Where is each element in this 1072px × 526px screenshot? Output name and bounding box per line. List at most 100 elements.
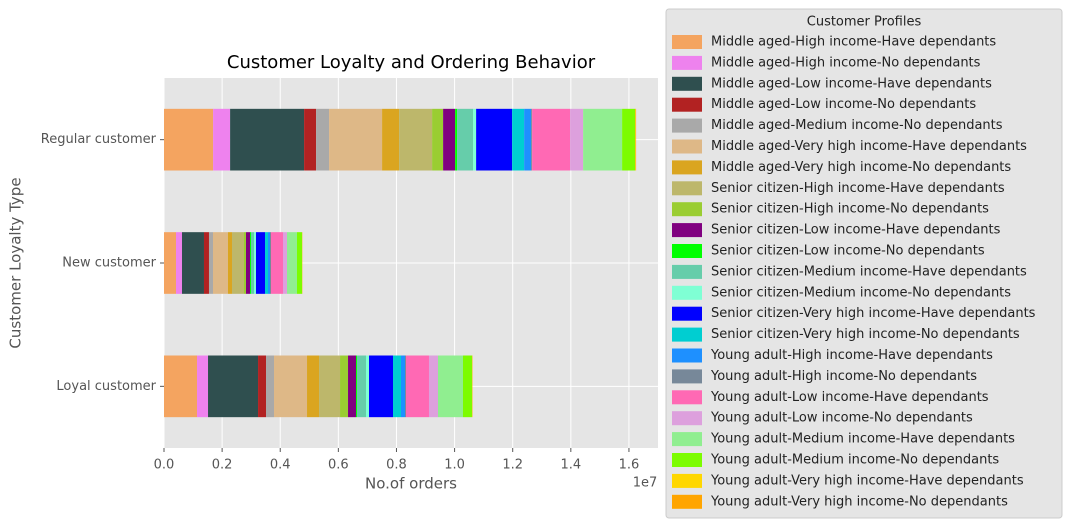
legend-label: Middle aged-Very high income-No dependan…: [711, 160, 1011, 175]
legend-swatch: [672, 369, 702, 384]
x-tick-label: 0.0: [154, 458, 175, 473]
bar-segment: [462, 355, 472, 418]
legend-label: Middle aged-Low income-Have dependants: [711, 76, 992, 91]
legend-swatch: [672, 97, 702, 112]
x-tick-label: 0.8: [386, 458, 407, 473]
bar-segment: [164, 232, 177, 294]
legend-label: Young adult-Low income-Have dependants: [710, 390, 989, 405]
legend-label: Senior citizen-Medium income-Have depend…: [711, 264, 1027, 279]
bar-segment: [316, 108, 330, 171]
legend-swatch: [672, 118, 702, 133]
legend-label: Young adult-Very high income-No dependan…: [710, 494, 1008, 509]
bar-segment: [181, 232, 204, 294]
legend-label: Young adult-High income-Have dependants: [710, 348, 993, 363]
bar-segment: [304, 108, 317, 171]
bar-segment: [246, 232, 251, 294]
legend-label: Senior citizen-Very high income-No depen…: [711, 327, 1020, 342]
bar-segment: [282, 232, 288, 294]
bar-segment: [531, 108, 533, 171]
legend-label: Senior citizen-Low income-No dependants: [711, 244, 985, 259]
x-tick-label: 0.6: [328, 458, 349, 473]
bar-segment: [164, 355, 198, 418]
legend-label: Senior citizen-Very high income-Have dep…: [711, 306, 1036, 321]
bar-segment: [265, 232, 269, 294]
bar-segment: [197, 355, 209, 418]
x-axis-label: No.of orders: [365, 475, 457, 493]
bar-segment: [270, 232, 283, 294]
bar-segment: [307, 355, 320, 418]
x-tick-label: 1.4: [560, 458, 581, 473]
bar-segment: [212, 232, 228, 294]
bar-segment: [405, 355, 407, 418]
legend-swatch: [672, 264, 702, 279]
bar-segment: [253, 232, 257, 294]
legend-swatch: [672, 494, 702, 509]
x-tick-label: 1.2: [502, 458, 523, 473]
bar-segment: [164, 108, 214, 171]
bar-segment: [457, 108, 474, 171]
bar-segment: [340, 355, 349, 418]
legend-label: Young adult-Very high income-Have depend…: [710, 473, 1024, 488]
bar-segment: [393, 355, 402, 418]
bar-segment: [230, 108, 305, 171]
legend-swatch: [672, 453, 702, 467]
bar-segment: [208, 355, 259, 418]
legend-label: Senior citizen-Low income-Have dependant…: [711, 223, 1001, 238]
legend-swatch: [672, 348, 702, 363]
bar-segment: [203, 232, 209, 294]
bar-segment: [213, 108, 231, 171]
bar-segment: [366, 355, 370, 418]
legend-label: Young adult-Low income-No dependants: [710, 411, 973, 426]
bar-segment: [401, 355, 406, 418]
legend-label: Senior citizen-High income-Have dependan…: [711, 181, 1005, 196]
x-tick-label: 0.2: [212, 458, 233, 473]
legend-label: Young adult-Medium income-Have dependant…: [710, 432, 1015, 447]
legend-label: Senior citizen-Medium income-No dependan…: [711, 285, 1011, 300]
legend-label: Middle aged-Medium income-No dependants: [711, 118, 1003, 133]
y-tick-label: Loyal customer: [56, 379, 156, 394]
chart-title: Customer Loyalty and Ordering Behavior: [227, 52, 596, 73]
x-tick-label: 1.6: [619, 458, 640, 473]
bar-segment: [382, 108, 400, 171]
x-offset-label: 1e7: [633, 476, 658, 491]
bar-segment: [476, 108, 513, 171]
bar-segment: [319, 355, 341, 418]
bar-segment: [176, 232, 182, 294]
bar-segment: [231, 232, 244, 294]
bar-segment: [455, 108, 458, 171]
bar-segment: [532, 108, 571, 171]
legend-swatch: [672, 306, 702, 321]
bar-segment: [357, 355, 367, 418]
legend-label: Young adult-High income-No dependants: [710, 369, 977, 384]
bar-segment: [256, 232, 266, 294]
bar-segment: [428, 355, 438, 418]
legend-label: Middle aged-High income-Have dependants: [711, 35, 996, 50]
legend-swatch: [672, 473, 702, 488]
legend-swatch: [672, 244, 702, 258]
legend-swatch: [672, 160, 702, 175]
bar-segment: [406, 355, 429, 418]
bar-segment: [287, 232, 298, 294]
legend-swatch: [672, 285, 702, 300]
legend-swatch: [672, 432, 702, 447]
bar-segment: [570, 108, 584, 171]
legend-label: Middle aged-High income-No dependants: [711, 55, 981, 70]
bar-segment: [583, 108, 623, 171]
bar-segment: [356, 355, 358, 418]
bar-segment: [250, 232, 252, 294]
bar-segment: [512, 108, 525, 171]
legend-swatch: [672, 202, 702, 217]
bar-segment: [432, 108, 444, 171]
bar-segment: [251, 232, 254, 294]
bar-segment: [227, 232, 232, 294]
bar-segment: [266, 355, 275, 418]
legend-swatch: [672, 181, 702, 196]
legend-label: Middle aged-Low income-No dependants: [711, 97, 976, 112]
bar-segment: [473, 108, 477, 171]
bar-segment: [268, 232, 271, 294]
bar-segment: [524, 108, 532, 171]
y-axis-label: Customer Loyalty Type: [7, 177, 25, 348]
bar-segment: [329, 108, 383, 171]
legend-swatch: [672, 55, 702, 70]
